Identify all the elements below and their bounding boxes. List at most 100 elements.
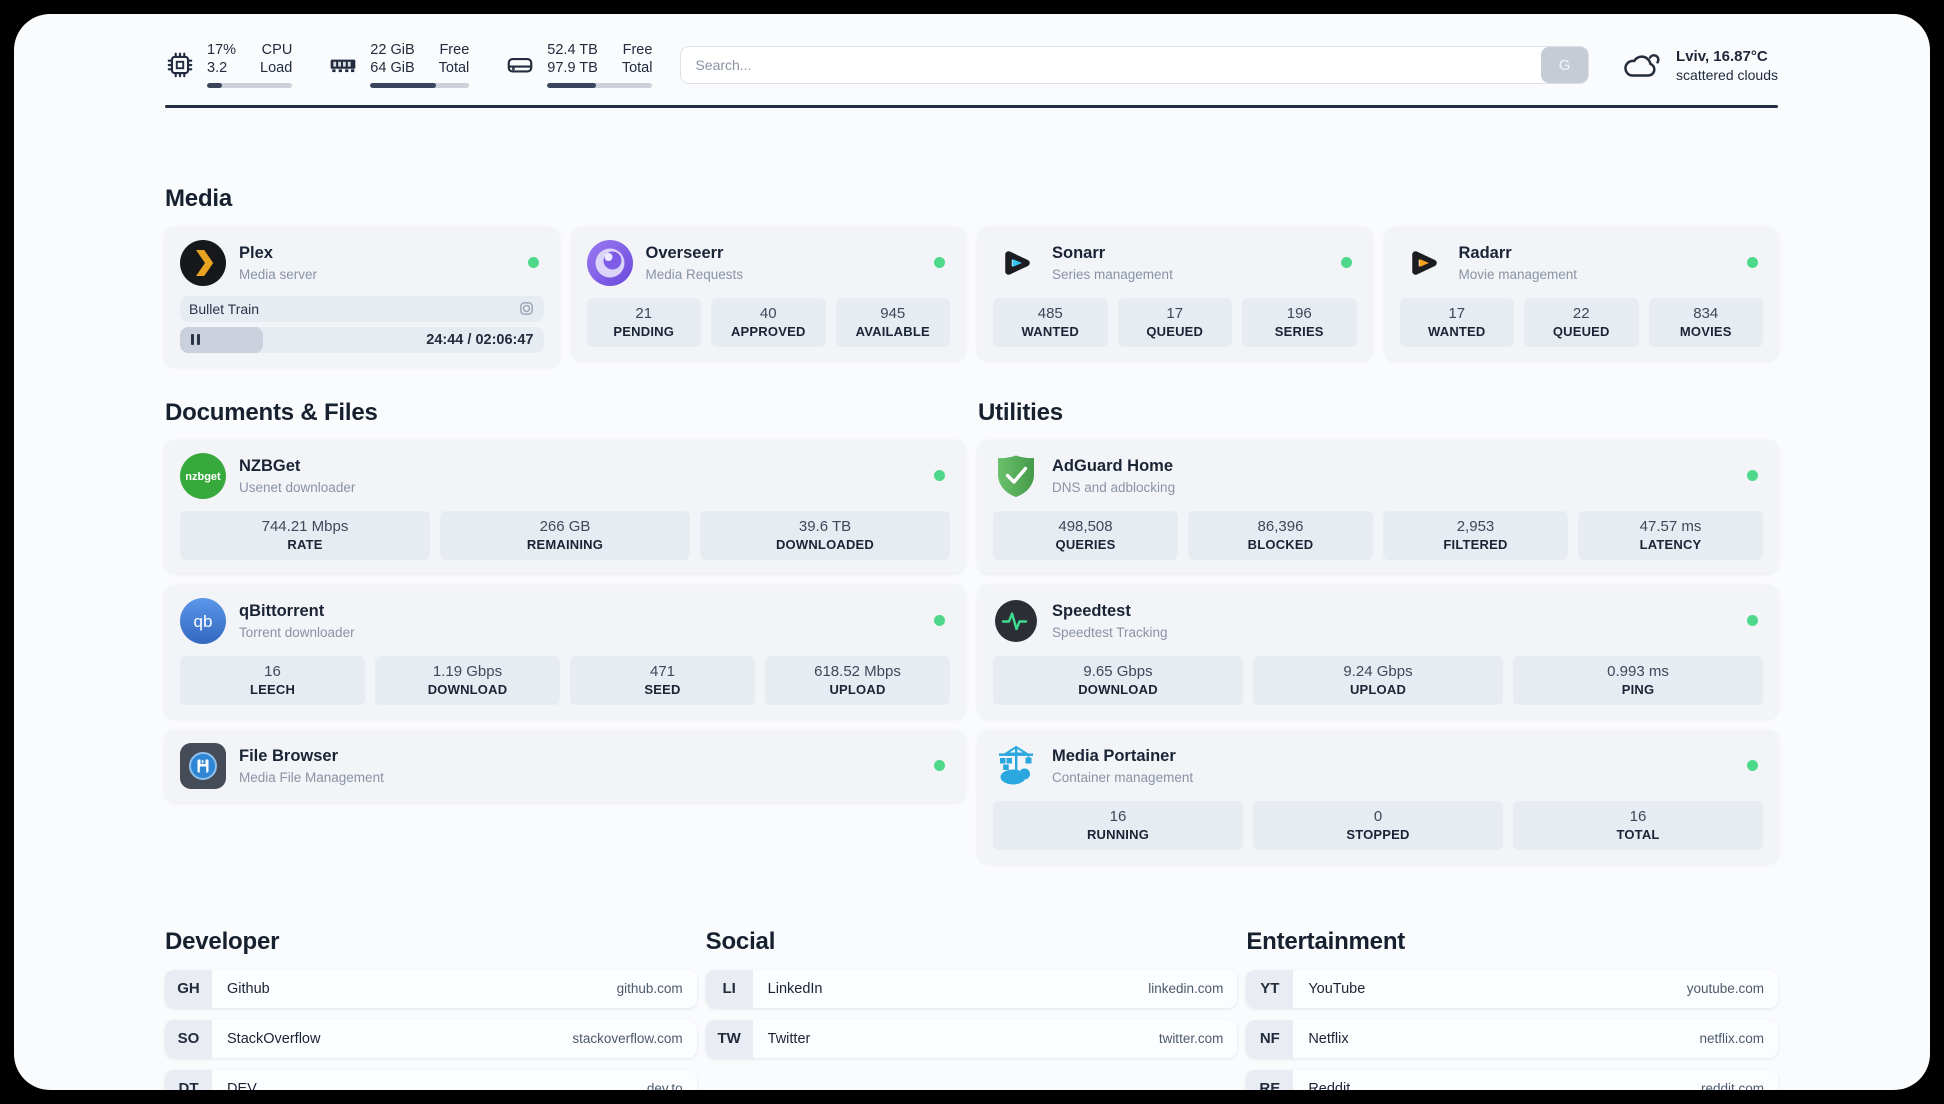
status-online-dot	[1747, 760, 1758, 771]
portainer-icon	[993, 743, 1039, 789]
app-card-qbittorrent[interactable]: qb qBittorrent Torrent downloader	[165, 584, 965, 718]
app-card-speedtest[interactable]: Speedtest Speedtest Tracking 9.65 Gbps D…	[978, 584, 1778, 718]
header-divider	[165, 105, 1778, 108]
disk-stat: 52.4 TB Free 97.9 TB Total	[505, 42, 653, 88]
app-card-filebrowser[interactable]: File Browser Media File Management	[165, 729, 965, 802]
status-online-dot	[1747, 257, 1758, 268]
session-camera-icon[interactable]	[518, 300, 535, 317]
bookmark-netflix[interactable]: NF Netflix netflix.com	[1246, 1019, 1778, 1058]
app-card-sonarr[interactable]: Sonarr Series management 485 WANTED 17 Q…	[978, 226, 1372, 360]
memory-stat: 22 GiB Free 64 GiB Total	[328, 42, 470, 88]
app-card-radarr[interactable]: Radarr Movie management 17 WANTED 22 QUE…	[1384, 226, 1778, 360]
section-title-social: Social	[705, 927, 776, 955]
app-subtitle: Series management	[1052, 266, 1173, 282]
bookmark-group-social: Social LI LinkedIn linkedin.com TW Twitt…	[705, 927, 1238, 1058]
search-engine-button[interactable]: G	[1541, 47, 1589, 83]
app-name: qBittorrent	[239, 601, 325, 620]
now-playing-title: Bullet Train	[189, 300, 260, 317]
memory-free-value: 22 GiB	[370, 42, 415, 58]
weather-widget: Lviv, 16.87°C scattered clouds	[1621, 47, 1778, 84]
stat-tile-approved: 40 APPROVED	[711, 297, 826, 347]
stat-tile-stopped: 0 STOPPED	[1253, 800, 1503, 850]
app-name: File Browser	[239, 746, 339, 765]
status-online-dot	[934, 615, 945, 626]
app-subtitle: Media File Management	[239, 769, 384, 785]
bookmark-abbr-badge: NF	[1246, 1019, 1294, 1058]
memory-progress-bar	[370, 83, 470, 88]
now-playing-bar: Bullet Train	[180, 295, 544, 322]
cpu-icon	[167, 52, 193, 78]
app-subtitle: Media server	[239, 266, 318, 282]
section-title-entertainment: Entertainment	[1246, 927, 1406, 955]
stat-tile-blocked: 86,396 BLOCKED	[1188, 510, 1373, 560]
bookmark-stackoverflow[interactable]: SO StackOverflow stackoverflow.com	[165, 1019, 697, 1058]
bookmark-group-entertainment: Entertainment YT YouTube youtube.com NF …	[1246, 927, 1778, 1090]
app-subtitle: Container management	[1052, 769, 1194, 785]
cpu-load-value: 3.2	[207, 59, 228, 76]
app-subtitle: DNS and adblocking	[1052, 479, 1176, 495]
media-card-grid: Plex Media server Bullet Train	[165, 226, 1778, 366]
cpu-stat: 17% CPU 3.2 Load	[165, 42, 293, 88]
stat-tile-download: 9.65 Gbps DOWNLOAD	[993, 655, 1243, 705]
disk-progress-fill	[547, 83, 596, 88]
app-card-overseerr[interactable]: Overseerr Media Requests 21 PENDING 40 A…	[571, 226, 965, 360]
plex-icon	[180, 239, 226, 286]
filebrowser-icon	[180, 742, 226, 789]
app-name: Media Portainer	[1052, 746, 1176, 765]
bookmark-abbr-badge: RE	[1246, 1069, 1294, 1090]
weather-condition: scattered clouds	[1676, 66, 1778, 83]
stat-tile-leech: 16 LEECH	[180, 655, 365, 705]
search-input[interactable]	[680, 46, 1590, 84]
cpu-progress-bar	[207, 83, 293, 88]
stat-tile-seed: 471 SEED	[570, 655, 755, 705]
bookmark-abbr-badge: DT	[165, 1069, 212, 1090]
app-subtitle: Movie management	[1458, 266, 1578, 282]
bookmark-abbr-badge: SO	[165, 1019, 212, 1058]
radarr-icon	[1400, 240, 1446, 286]
app-subtitle: Media Requests	[645, 266, 744, 282]
stat-tile-series: 196 SERIES	[1242, 297, 1357, 347]
stat-tile-remaining: 266 GB REMAINING	[440, 510, 690, 560]
status-online-dot	[934, 257, 945, 268]
memory-progress-fill	[370, 83, 436, 88]
playback-progress-bar: 24:44 / 02:06:47	[180, 326, 544, 353]
app-card-nzbget[interactable]: nzbget NZBGet Usenet downloader 74	[165, 439, 965, 573]
status-online-dot	[1747, 615, 1758, 626]
overseerr-icon	[586, 239, 633, 286]
bookmark-reddit[interactable]: RE Reddit reddit.com	[1246, 1069, 1778, 1090]
disk-progress-bar	[547, 83, 653, 88]
stat-tile-movies: 834 MOVIES	[1648, 297, 1763, 347]
cpu-progress-fill	[207, 83, 222, 88]
bookmark-linkedin[interactable]: LI LinkedIn linkedin.com	[705, 969, 1238, 1008]
app-name: Overseerr	[645, 243, 724, 262]
disk-free-label: Free	[622, 42, 653, 58]
app-card-plex[interactable]: Plex Media server Bullet Train	[165, 226, 559, 366]
stat-tile-upload: 618.52 Mbps UPLOAD	[765, 655, 950, 705]
stat-tile-latency: 47.57 ms LATENCY	[1578, 510, 1763, 560]
bookmark-twitter[interactable]: TW Twitter twitter.com	[705, 1019, 1238, 1058]
bookmark-youtube[interactable]: YT YouTube youtube.com	[1246, 969, 1778, 1008]
playback-time: 24:44 / 02:06:47	[426, 331, 534, 348]
stat-tile-queries: 498,508 QUERIES	[993, 510, 1178, 560]
app-subtitle: Torrent downloader	[239, 624, 355, 640]
stat-tile-rate: 744.21 Mbps RATE	[180, 510, 430, 560]
memory-total-label: Total	[438, 59, 470, 76]
app-card-adguard[interactable]: AdGuard Home DNS and adblocking 498,508 …	[978, 439, 1778, 573]
app-name: Plex	[239, 243, 273, 262]
app-subtitle: Usenet downloader	[239, 479, 356, 495]
section-title-developer: Developer	[165, 927, 280, 955]
stat-tile-upload: 9.24 Gbps UPLOAD	[1253, 655, 1503, 705]
cpu-load-label: Load	[260, 59, 293, 76]
adguard-icon	[993, 453, 1039, 499]
app-name: Speedtest	[1052, 601, 1131, 620]
disk-total-value: 97.9 TB	[547, 59, 598, 76]
status-online-dot	[1340, 257, 1352, 268]
bookmark-github[interactable]: GH Github github.com	[165, 969, 697, 1008]
app-card-portainer[interactable]: Media Portainer Container management 16 …	[978, 729, 1778, 863]
svg-text:nzbget: nzbget	[185, 471, 221, 483]
bookmark-abbr-badge: GH	[165, 969, 212, 1008]
qbittorrent-icon: qb	[180, 597, 226, 644]
bookmark-abbr-badge: TW	[705, 1019, 753, 1058]
bookmark-dev[interactable]: DT DEV dev.to	[165, 1069, 697, 1090]
stat-tile-filtered: 2,953 FILTERED	[1383, 510, 1568, 560]
